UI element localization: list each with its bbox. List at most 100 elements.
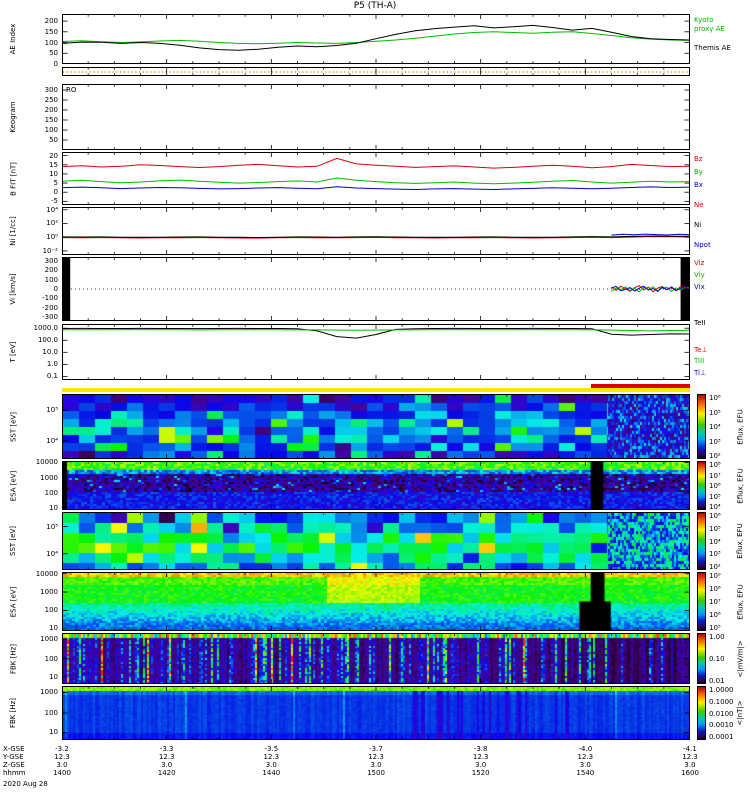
colorbar-unit: Eflux, EFU — [736, 583, 744, 620]
legend-label-vix: Vix — [694, 283, 705, 291]
xtick-value-zgse: 3.0 — [684, 761, 696, 769]
ytick-label: 100 — [44, 38, 58, 47]
xtick-value-zgse: 3.0 — [579, 761, 591, 769]
xtick-value-ygse: 12.3 — [472, 753, 489, 761]
ytick-label: 200 — [44, 266, 58, 275]
ytick-label: 0.1 — [46, 372, 58, 381]
colorbar-tick: 10² — [709, 452, 721, 460]
colorbar-tick: 0.0010 — [709, 721, 734, 730]
colorbar — [697, 394, 706, 459]
legend-label-ni: Ni — [694, 221, 702, 229]
panel-s6-plot — [62, 686, 690, 740]
legend-label-teii: TeII — [694, 319, 706, 327]
panel-frame — [62, 633, 690, 684]
xtick-value-hhmm: 1440 — [262, 769, 281, 777]
panel-s4-plot — [62, 572, 690, 631]
series-by — [62, 177, 690, 185]
xtick-value-ygse: 12.3 — [158, 753, 175, 761]
panel-s6-spectrogram — [63, 687, 689, 739]
ytick-label: -100 — [42, 294, 58, 303]
legend-label-ti⊥: Ti⊥ — [694, 369, 707, 377]
panel-keogram-plot — [62, 84, 690, 150]
plot-title: P5 (TH-A) — [353, 1, 397, 11]
panel-s3-plot — [62, 512, 690, 570]
ytick-label: 0 — [53, 188, 58, 197]
legend-label-by: By — [694, 168, 703, 176]
legend-label-ne: Ne — [694, 201, 704, 209]
ytick-label: 1000 — [40, 635, 58, 644]
colorbar-tick: 0.10 — [709, 655, 725, 663]
ytick-label: 100.0 — [37, 336, 58, 345]
colorbar-tick: 10⁴ — [709, 503, 721, 511]
panel-frame — [62, 461, 690, 510]
ytick-label: 20 — [49, 151, 58, 160]
ytick-label: 10⁵ — [46, 522, 58, 531]
xtick-value-ygse: 12.3 — [54, 753, 70, 761]
series-npot — [611, 233, 690, 236]
ytick-label: 10 — [49, 672, 58, 681]
panel-frame — [62, 324, 690, 380]
axis-row-label-hhmm: hhmm — [3, 769, 26, 777]
series-ne — [62, 236, 690, 239]
colorbar-unit: <|nT|> — [736, 700, 744, 726]
xtick-value-zgse: 3.0 — [475, 761, 487, 769]
ytick-label: 100 — [44, 709, 58, 717]
legend-label-viy: Viy — [694, 271, 705, 279]
legend-label-bx: Bx — [694, 181, 703, 189]
axis-row-label-y-gse: Y-GSE — [3, 753, 24, 761]
colorbar-tick: 10⁴ — [709, 537, 721, 546]
panel-s1-plot — [62, 394, 690, 459]
ytick-label: 100 — [44, 654, 58, 663]
xtick-value-xgse: -3.8 — [473, 745, 488, 753]
colorbar-unit: <|mV/m|> — [736, 639, 744, 678]
colorbar-tick: 10⁶ — [709, 611, 721, 619]
roi-bar-yellow — [62, 388, 690, 392]
ytick-label: 250 — [44, 96, 58, 104]
colorbar-tick: 10⁵ — [709, 492, 721, 501]
roi-bar-red — [591, 384, 690, 388]
colorbar-tick: 10⁷ — [709, 598, 721, 606]
panel-ae-plot — [62, 14, 690, 64]
xtick-value-hhmm: 1540 — [576, 769, 595, 777]
panel-s5-plot — [62, 633, 690, 684]
legend-label-themis-ae: Themis AE — [694, 44, 731, 52]
ytick-label: 15 — [49, 160, 58, 169]
colorbar — [697, 633, 706, 684]
axis-row-label-x-gse: X-GSE — [3, 745, 25, 753]
colorbar-tick: 10⁵ — [709, 408, 721, 417]
colorbar-tick: 0.1000 — [709, 697, 734, 706]
series-kyoto-proxy-ae — [62, 31, 690, 45]
axis-label-s5: FBK [Hz] — [9, 643, 17, 674]
panel-s3-spectrogram — [63, 513, 689, 569]
series-ni — [62, 235, 690, 239]
ytick-label: 10⁴ — [46, 205, 58, 214]
ytick-label: 50 — [49, 136, 58, 144]
ytick-label: 0 — [53, 285, 58, 293]
axis-label-s3: SST [eV] — [9, 526, 17, 556]
ytick-label: 150 — [44, 27, 58, 36]
colorbar — [697, 572, 706, 631]
ytick-label: 100 — [44, 126, 58, 134]
legend-label-bz: Bz — [694, 155, 703, 163]
series-tiii — [62, 329, 690, 332]
panel-frame — [62, 84, 690, 150]
xtick-value-hhmm: 1600 — [681, 769, 699, 777]
panel-velocity-plot — [62, 257, 690, 321]
xtick-value-ygse: 12.3 — [577, 753, 594, 761]
panel-strip-plot — [62, 67, 690, 76]
ytick-label: 100 — [44, 275, 58, 284]
panel-density-plot — [62, 207, 690, 255]
colorbar-tick: 0.0001 — [709, 733, 734, 741]
panel-s5-spectrogram — [63, 634, 689, 683]
colorbar-tick: 10⁵ — [709, 624, 721, 632]
colorbar-unit: Eflux, EFU — [736, 467, 744, 504]
keogram-note: RO — [66, 86, 77, 94]
ytick-label: 200 — [44, 17, 58, 26]
ytick-label: 1000 — [40, 588, 58, 597]
ytick-label: 10⁻² — [42, 246, 58, 255]
ytick-label: 10 — [49, 624, 58, 633]
colorbar-tick: 1.0000 — [709, 686, 734, 694]
colorbar — [697, 461, 706, 510]
colorbar-tick: 10⁵ — [709, 524, 721, 533]
